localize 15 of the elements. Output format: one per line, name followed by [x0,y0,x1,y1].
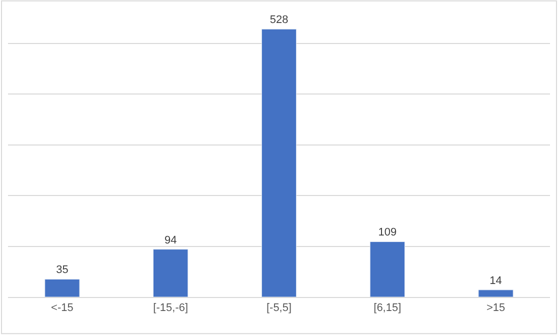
data-label: 109 [378,226,397,239]
x-tick-label: [-15,-6] [153,302,188,314]
x-tick-label: <-15 [51,302,74,314]
x-tick-label: [6,15] [374,302,402,314]
bar [478,290,514,297]
data-label: 528 [270,14,288,26]
x-tick-label: >15 [486,302,506,314]
bar [370,241,405,297]
data-label: 94 [164,234,177,246]
data-label: 35 [56,264,68,276]
bar [261,28,297,297]
bar [44,278,80,297]
x-tick-label: [-5,5] [266,302,292,314]
data-label: 14 [490,274,502,287]
bar [153,249,188,297]
